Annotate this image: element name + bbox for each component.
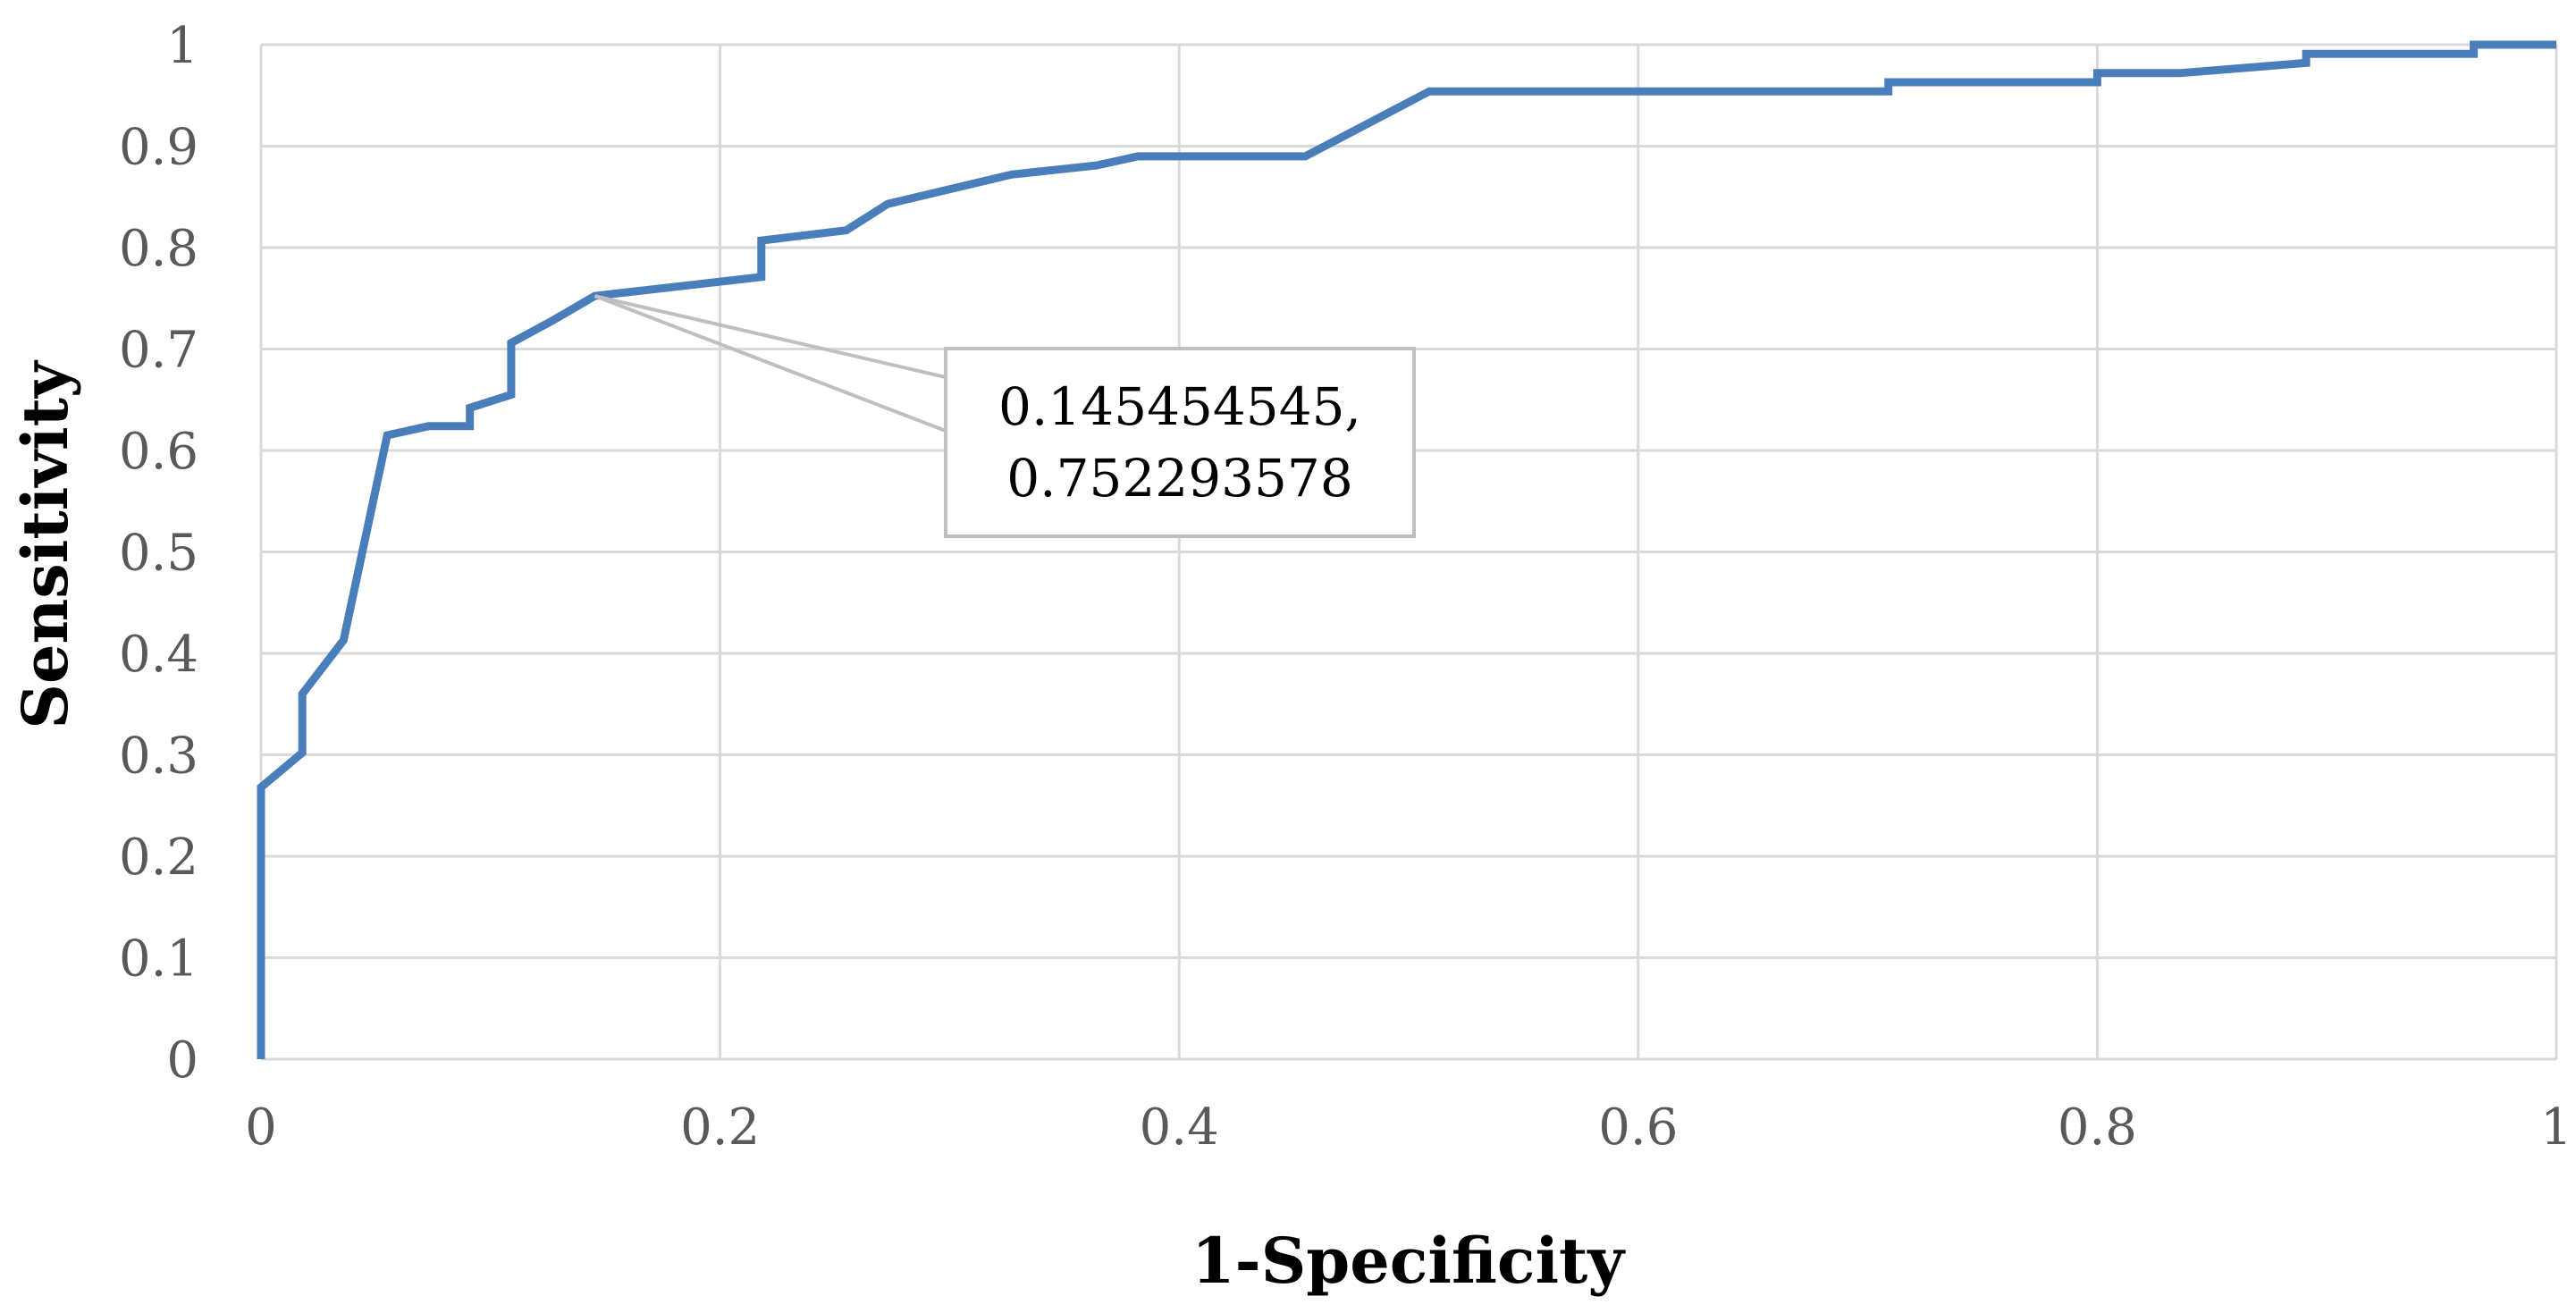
- x-axis-ticks: 0 0.2 0.4 0.6 0.8 1: [245, 1098, 2572, 1157]
- x-axis-title: 1-Specificity: [1191, 1224, 1626, 1298]
- y-tick-label: 0.6: [119, 423, 198, 481]
- y-tick-label: 0.3: [119, 728, 198, 786]
- y-axis-ticks: 0 0.1 0.2 0.3 0.4 0.5 0.6 0.7 0.8 0.9 1: [119, 17, 198, 1090]
- x-tick-label: 1: [2540, 1098, 2572, 1157]
- series-layer: [257, 40, 2556, 1059]
- callout-box: [944, 347, 1416, 538]
- callout-leader-line: [594, 294, 947, 379]
- y-tick-label: 0.7: [119, 322, 198, 380]
- y-tick-label: 0.5: [119, 525, 198, 583]
- y-tick-label: 0.9: [119, 119, 198, 177]
- gridlines: [259, 43, 2558, 1061]
- data-callout: 0.145454545, 0.752293578: [593, 294, 1416, 538]
- x-tick-label: 0.6: [1598, 1098, 1678, 1157]
- x-tick-label: 0.4: [1140, 1098, 1219, 1157]
- callout-text-x: 0.145454545,: [998, 376, 1361, 437]
- x-tick-label: 0: [245, 1098, 277, 1157]
- callout-text-y: 0.752293578: [1006, 448, 1352, 509]
- y-tick-label: 0.4: [119, 626, 198, 684]
- y-tick-label: 0.2: [119, 829, 198, 887]
- x-tick-label: 0.8: [2058, 1098, 2137, 1157]
- y-tick-label: 0.1: [119, 930, 198, 989]
- callout-leader-line: [593, 294, 947, 433]
- roc-curve-line: [257, 40, 2556, 1059]
- y-axis-title: Sensitivity: [8, 359, 82, 729]
- y-tick-label: 0: [166, 1031, 198, 1090]
- y-tick-label: 1: [166, 17, 198, 75]
- x-tick-label: 0.2: [680, 1098, 760, 1157]
- y-tick-label: 0.8: [119, 220, 198, 278]
